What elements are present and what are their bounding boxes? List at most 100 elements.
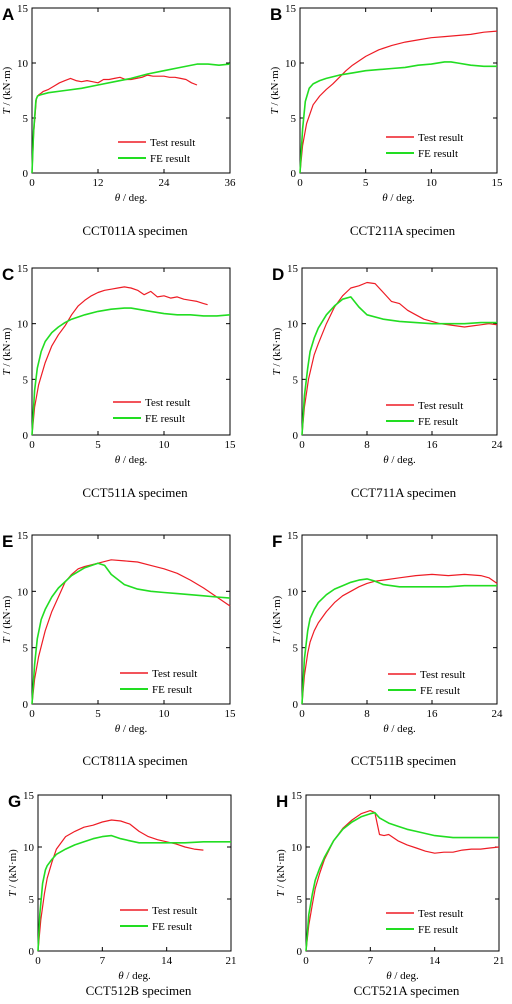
x-tick-label: 15 [225,439,237,451]
x-tick-label: 0 [303,955,309,967]
x-tick-label: 14 [161,955,173,967]
y-tick-label: 15 [17,3,29,15]
legend-label: Test result [145,397,190,409]
panel-caption: CCT711A specimen [351,485,457,500]
plot-frame [31,267,231,436]
y-tick-label: 5 [293,374,299,386]
series-line-test [301,281,498,436]
x-tick-label: 8 [364,708,370,720]
x-tick-label: 12 [93,177,104,189]
y-tick-label: 10 [17,58,29,70]
x-tick-label: 24 [159,177,171,189]
x-axis-title: θ / deg. [382,192,415,204]
series-line-fe [31,562,231,705]
y-tick-label: 15 [285,3,297,15]
plot-frame [299,7,498,174]
series-line-test [299,30,498,174]
x-tick-label: 0 [299,708,305,720]
x-axis-title: θ / deg. [115,454,148,466]
x-tick-label: 15 [492,177,504,189]
panel-caption: CCT211A specimen [350,223,456,238]
series-line-test [31,286,208,436]
y-axis-title: T / (kN·m) [1,595,13,643]
legend-label: Test result [150,137,195,149]
x-tick-label: 0 [35,955,41,967]
y-tick-label: 5 [23,113,29,125]
series-line-test [301,573,498,705]
series-line-fe [305,811,499,952]
y-tick-label: 15 [291,790,303,802]
panel-caption: CCT512B specimen [86,983,192,998]
series-line-test [31,74,198,174]
y-tick-label: 0 [297,946,303,958]
y-axis-title: T / (kN·m) [271,595,283,643]
x-tick-label: 7 [368,955,374,967]
y-axis-title: T / (kN·m) [271,327,283,375]
y-tick-label: 10 [17,586,29,598]
y-tick-label: 5 [29,894,35,906]
y-axis-title: T / (kN·m) [275,849,287,897]
x-axis-title: θ / deg. [115,192,148,204]
x-tick-label: 10 [159,439,171,451]
x-axis-title: θ / deg. [118,970,151,982]
panel-letter: B [270,5,282,24]
y-axis-title: T / (kN·m) [1,327,13,375]
y-tick-label: 5 [293,643,299,655]
series-line-fe [301,578,497,705]
series-line-fe [31,307,231,436]
x-tick-label: 24 [492,439,504,451]
series-line-fe [31,63,231,174]
legend-label: Test result [418,400,463,412]
x-tick-label: 8 [364,439,370,451]
x-tick-label: 7 [100,955,106,967]
panel-caption: CCT511A specimen [82,485,188,500]
x-tick-label: 15 [225,708,237,720]
panel-letter: G [8,792,21,811]
x-tick-label: 5 [95,439,101,451]
y-axis-title: T / (kN·m) [1,66,13,114]
y-tick-label: 10 [291,842,303,854]
y-tick-label: 15 [287,530,299,542]
series-line-fe [301,296,497,436]
x-axis-title: θ / deg. [383,723,416,735]
panel-caption: CCT521A specimen [354,983,460,998]
panel-caption: CCT811A specimen [82,753,188,768]
legend-label: FE result [420,685,460,697]
y-tick-label: 0 [293,699,299,711]
x-axis-title: θ / deg. [383,454,416,466]
legend-label: FE result [418,924,458,936]
y-tick-label: 5 [23,374,29,386]
y-tick-label: 10 [287,586,299,598]
chart-panel-h: 0 7 14 21 0 5 10 15 Test result FE result θ / deg.… [275,790,505,998]
legend-label: FE result [150,153,190,165]
series-line-fe [299,61,497,174]
y-tick-label: 5 [23,643,29,655]
y-tick-label: 15 [17,530,29,542]
x-tick-label: 0 [29,439,35,451]
chart-panel-e: 0 5 10 15 0 5 10 15 Test result FE result θ / deg.… [1,530,236,768]
y-tick-label: 0 [23,430,29,442]
y-tick-label: 0 [23,699,29,711]
y-tick-label: 10 [285,58,297,70]
plot-frame [301,534,498,705]
y-tick-label: 10 [23,842,35,854]
panel-letter: A [2,5,14,24]
plot-frame [37,794,232,952]
legend-label: Test result [152,905,197,917]
x-tick-label: 21 [494,955,505,967]
panel-letter: E [2,532,13,551]
y-tick-label: 5 [297,894,303,906]
legend-label: Test result [152,668,197,680]
x-tick-label: 0 [29,177,35,189]
legend-label: Test result [418,908,463,920]
legend-label: Test result [420,669,465,681]
legend-label: FE result [152,684,192,696]
y-axis-title: T / (kN·m) [7,849,19,897]
panel-letter: H [276,792,288,811]
y-tick-label: 15 [287,263,299,275]
chart-panel-c: 0 5 10 15 0 5 10 15 Test result FE result θ / deg.… [1,263,236,500]
x-tick-label: 5 [95,708,101,720]
x-tick-label: 21 [226,955,237,967]
y-axis-title: T / (kN·m) [269,66,281,114]
